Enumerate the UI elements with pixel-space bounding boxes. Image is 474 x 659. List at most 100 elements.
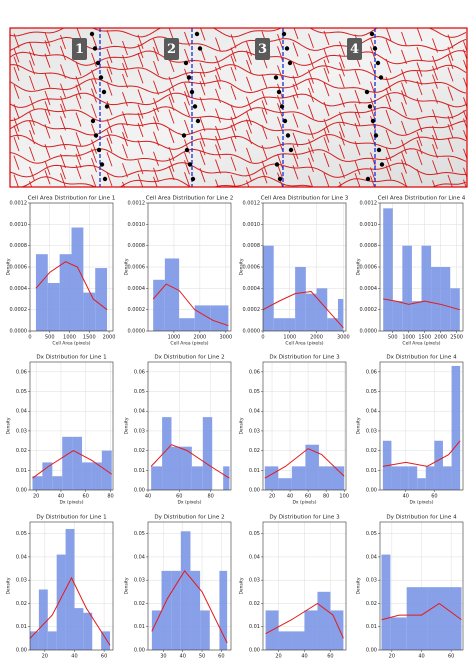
cell-edge	[261, 160, 268, 175]
y-tick-label: 0.05	[366, 389, 377, 395]
cell-edge	[44, 101, 51, 116]
histogram-bar	[30, 631, 39, 650]
cell-edge	[29, 111, 35, 126]
histogram-bar	[91, 462, 102, 490]
cell-edge	[339, 144, 345, 159]
cell-edge	[447, 157, 454, 172]
cell-edge	[432, 109, 438, 124]
histogram-bar	[194, 305, 211, 331]
histogram-bar	[421, 245, 432, 331]
line-label-box	[347, 38, 362, 60]
cell-edge	[137, 69, 144, 84]
cell-edge	[261, 90, 268, 106]
cell-edge	[13, 117, 20, 132]
cell-edge	[401, 139, 407, 154]
cell-edge	[75, 76, 82, 91]
cell-edge	[10, 50, 467, 66]
chart-title: Cell Area Distribution for Line 1	[28, 196, 116, 202]
cell-edge	[122, 62, 128, 78]
histogram-bar	[408, 466, 418, 490]
cell-edge	[339, 111, 345, 127]
cell-edge	[308, 87, 314, 103]
plot-frame	[29, 521, 114, 651]
cell-edge	[13, 155, 20, 170]
cell-edge	[447, 123, 454, 139]
cell-edge	[91, 148, 97, 163]
tracked-cell	[189, 89, 195, 95]
y-tick-label: 0.04	[134, 409, 145, 415]
cell-edge	[10, 106, 467, 123]
cell-edge	[184, 101, 190, 117]
cell-edge	[385, 58, 392, 74]
tracked-cell	[376, 147, 382, 153]
x-tick-label: 60	[327, 654, 333, 659]
tracked-cell	[93, 133, 99, 138]
y-tick-label: 0.01	[134, 624, 145, 630]
histogram-bar	[74, 608, 84, 650]
cell-edge	[385, 95, 392, 111]
cell-edge	[370, 81, 376, 96]
cell-edge	[60, 135, 66, 150]
tracked-cell	[186, 75, 192, 80]
cell-edge	[323, 82, 330, 97]
x-axis-label: Cell Area (pixels)	[402, 341, 440, 347]
cell-edge	[199, 168, 206, 183]
subplot: Cell Area Distribution for Line 2 0.0000 0…	[124, 196, 234, 347]
y-tick-label: 0.0008	[360, 243, 378, 249]
x-tick-label: 2000	[194, 335, 207, 341]
subplot: Dy Distribution for Line 2 0.00 0.01 0.02 0.…	[124, 515, 232, 659]
cell-edge	[308, 53, 314, 68]
plot-frame	[29, 202, 114, 332]
y-tick-label: 0.03	[134, 578, 145, 584]
cell-edge	[447, 34, 454, 49]
cell-edge	[184, 48, 190, 64]
cell-edge	[153, 60, 159, 76]
cell-edge	[168, 157, 175, 172]
y-axis-label: Density	[239, 417, 245, 434]
cell-edge	[75, 153, 82, 168]
cell-edge	[29, 146, 35, 162]
y-tick-label: 0.0008	[243, 243, 261, 249]
cell-edge	[75, 164, 82, 180]
x-tick-label: 50	[199, 654, 205, 659]
cell-edge	[401, 172, 407, 187]
y-tick-label: 0.0006	[243, 265, 261, 271]
histogram-bar	[425, 466, 435, 490]
cell-edge	[44, 73, 51, 88]
x-tick-label: 60	[305, 494, 311, 500]
chart-title: Cell Area Distribution for Line 2	[146, 196, 234, 202]
y-tick-label: 0.02	[16, 448, 27, 454]
tracked-cell	[89, 31, 95, 37]
cell-edge	[60, 165, 66, 180]
cell-edge	[184, 119, 190, 135]
histogram-bar	[284, 318, 296, 331]
cell-edge	[416, 131, 423, 147]
cell-edge	[354, 141, 361, 156]
histogram-bar	[400, 466, 409, 490]
cell-edge	[29, 60, 35, 75]
plot-frame	[29, 361, 114, 491]
cell-edge	[168, 165, 175, 181]
cell-edge	[44, 40, 51, 55]
cell-edge	[230, 34, 237, 49]
y-axis-label: Density	[124, 577, 130, 594]
cell-edge	[323, 172, 330, 187]
histogram-bar	[442, 466, 452, 490]
y-tick-label: 0.0012	[128, 201, 146, 207]
y-tick-label: 0.02	[366, 601, 377, 607]
y-axis-label: Density	[6, 417, 12, 434]
histogram-bar	[101, 631, 111, 650]
y-tick-label: 0.0002	[243, 307, 261, 313]
cell-edge	[385, 39, 392, 54]
y-tick-label: 0.0008	[128, 243, 146, 249]
histogram-bar	[162, 417, 172, 490]
cell-edge	[246, 96, 252, 111]
tracked-cell	[183, 60, 189, 66]
cell-edge	[60, 103, 66, 119]
cell-edge	[10, 176, 467, 187]
cell-edge	[308, 124, 314, 139]
histogram-bar	[164, 258, 180, 331]
cell-edge	[106, 48, 113, 63]
histogram-bar	[71, 227, 84, 331]
histogram-bar	[337, 299, 344, 331]
